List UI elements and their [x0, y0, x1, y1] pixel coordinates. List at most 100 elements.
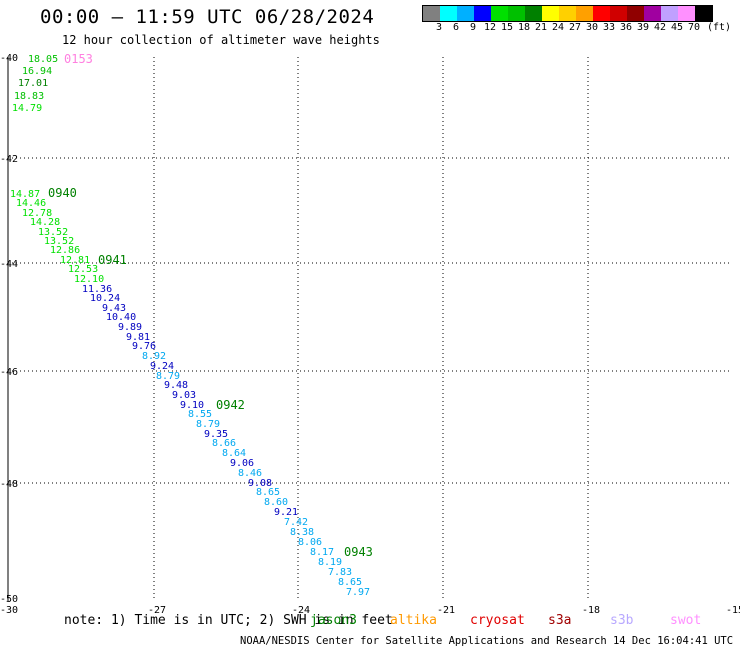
- time-labels: 0153 0940 0941 0942 0943: [48, 52, 373, 559]
- satellite-legend-cryosat: cryosat: [470, 613, 525, 628]
- wave-height-label: 14.79: [12, 103, 42, 114]
- wave-height-label: 17.01: [18, 78, 48, 89]
- color-legend-label: 42: [653, 22, 667, 33]
- color-swatch: [559, 6, 576, 21]
- wave-height-label: 18.83: [14, 91, 44, 102]
- wave-height-label: 13.52: [38, 227, 68, 238]
- color-legend-label: 70: [687, 22, 701, 33]
- y-tick-label: -46: [0, 367, 18, 378]
- wave-height-label: 10.24: [90, 293, 120, 304]
- wave-height-label: 7.83: [328, 567, 352, 578]
- satellite-legend-altika: altika: [390, 613, 437, 628]
- wave-height-label: 14.28: [30, 217, 60, 228]
- wave-height-label: 8.19: [318, 557, 342, 568]
- x-tick-label: -27: [148, 605, 166, 616]
- color-legend-label: 30: [585, 22, 599, 33]
- color-swatch: [593, 6, 610, 21]
- color-legend-label: 18: [517, 22, 531, 33]
- wave-height-label: 9.76: [132, 341, 156, 352]
- color-legend-label: 21: [534, 22, 548, 33]
- color-legend-label: 15: [500, 22, 514, 33]
- wave-height-label: 9.81: [126, 332, 150, 343]
- color-legend-label: 6: [452, 22, 460, 33]
- color-swatch: [644, 6, 661, 21]
- color-swatch: [491, 6, 508, 21]
- wave-height-label: 8.38: [290, 527, 314, 538]
- axis-ticks: -30 -27 -24 -21 -18 -15 -40 -42 -44 -46 -48 -50: [0, 53, 740, 616]
- color-legend-label: 12: [483, 22, 497, 33]
- wave-height-label: 9.35: [204, 429, 228, 440]
- wave-height-label: 9.48: [164, 380, 188, 391]
- page-title: 00:00 – 11:59 UTC 06/28/2024: [40, 6, 375, 28]
- wave-height-label: 8.65: [338, 577, 362, 588]
- y-tick-label: -50: [0, 594, 18, 605]
- x-tick-label: -24: [292, 605, 310, 616]
- color-swatch: [627, 6, 644, 21]
- pass-time-label: 0942: [216, 398, 245, 412]
- page-subtitle: 12 hour collection of altimeter wave hei…: [62, 33, 380, 47]
- satellite-legend-s3b: s3b: [610, 613, 634, 628]
- wave-height-label: 12.86: [50, 245, 80, 256]
- pass-time-label: 0943: [344, 545, 373, 559]
- note: note: 1) Time is in UTC; 2) SWH is in fe…: [64, 613, 393, 628]
- wave-height-label: 11.36: [82, 284, 112, 295]
- wave-height-label: 13.52: [44, 236, 74, 247]
- wave-height-label: 12.78: [22, 208, 52, 219]
- wave-height-label: 10.40: [106, 312, 136, 323]
- wave-height-label: 9.10: [180, 400, 204, 411]
- wave-height-label: 9.43: [102, 303, 126, 314]
- color-swatch: [525, 6, 542, 21]
- wave-height-label: 8.64: [222, 448, 246, 459]
- wave-height-label: 12.10: [74, 274, 104, 285]
- wave-height-label: 8.17: [310, 547, 334, 558]
- x-tick-label: -18: [582, 605, 600, 616]
- color-swatch: [457, 6, 474, 21]
- color-legend-label: 45: [670, 22, 684, 33]
- y-tick-label: -42: [0, 154, 18, 165]
- wave-height-label: 16.94: [22, 66, 52, 77]
- wave-height-label: 9.03: [172, 390, 196, 401]
- pass-time-label: 0940: [48, 186, 77, 200]
- color-swatch: [440, 6, 457, 21]
- wave-height-label: 14.87: [10, 189, 40, 200]
- wave-height-label: 7.97: [346, 587, 370, 598]
- wave-height-label: 12.81: [60, 255, 90, 266]
- color-legend-label: 3: [435, 22, 443, 33]
- wave-height-label: 8.46: [238, 468, 262, 479]
- wave-height-label: 8.65: [256, 487, 280, 498]
- color-swatch: [474, 6, 491, 21]
- wave-height-label: 9.06: [230, 458, 254, 469]
- wave-height-label: 9.24: [150, 361, 174, 372]
- color-legend-label: 39: [636, 22, 650, 33]
- wave-height-label: 14.46: [16, 198, 46, 209]
- grid: [8, 57, 732, 601]
- color-legend-label: 9: [469, 22, 477, 33]
- color-swatch: [678, 6, 695, 21]
- wave-height-label: 12.53: [68, 264, 98, 275]
- color-swatch: [508, 6, 525, 21]
- color-legend: [422, 5, 713, 22]
- pass-time-label: 0153: [64, 52, 93, 66]
- wave-height-label: 9.21: [274, 507, 298, 518]
- color-swatch: [661, 6, 678, 21]
- footer: NOAA/NESDIS Center for Satellite Applica…: [240, 635, 740, 647]
- wave-height-label: 8.60: [264, 497, 288, 508]
- color-legend-label: 24: [551, 22, 565, 33]
- wave-height-label: 7.42: [284, 517, 308, 528]
- pass-time-label: 0941: [98, 253, 127, 267]
- y-tick-label: -48: [0, 479, 18, 490]
- wave-height-label: 9.89: [118, 322, 142, 333]
- wave-height-label: 8.06: [298, 537, 322, 548]
- color-swatch: [695, 6, 712, 21]
- color-swatch: [576, 6, 593, 21]
- wave-height-label: 8.55: [188, 409, 212, 420]
- wave-height-label: 8.79: [196, 419, 220, 430]
- color-swatch: [423, 6, 440, 21]
- wave-height-label: 8.92: [142, 351, 166, 362]
- color-legend-label: (ft): [707, 22, 732, 33]
- x-tick-label: -21: [437, 605, 455, 616]
- color-swatch: [610, 6, 627, 21]
- x-tick-label: -30: [0, 605, 18, 616]
